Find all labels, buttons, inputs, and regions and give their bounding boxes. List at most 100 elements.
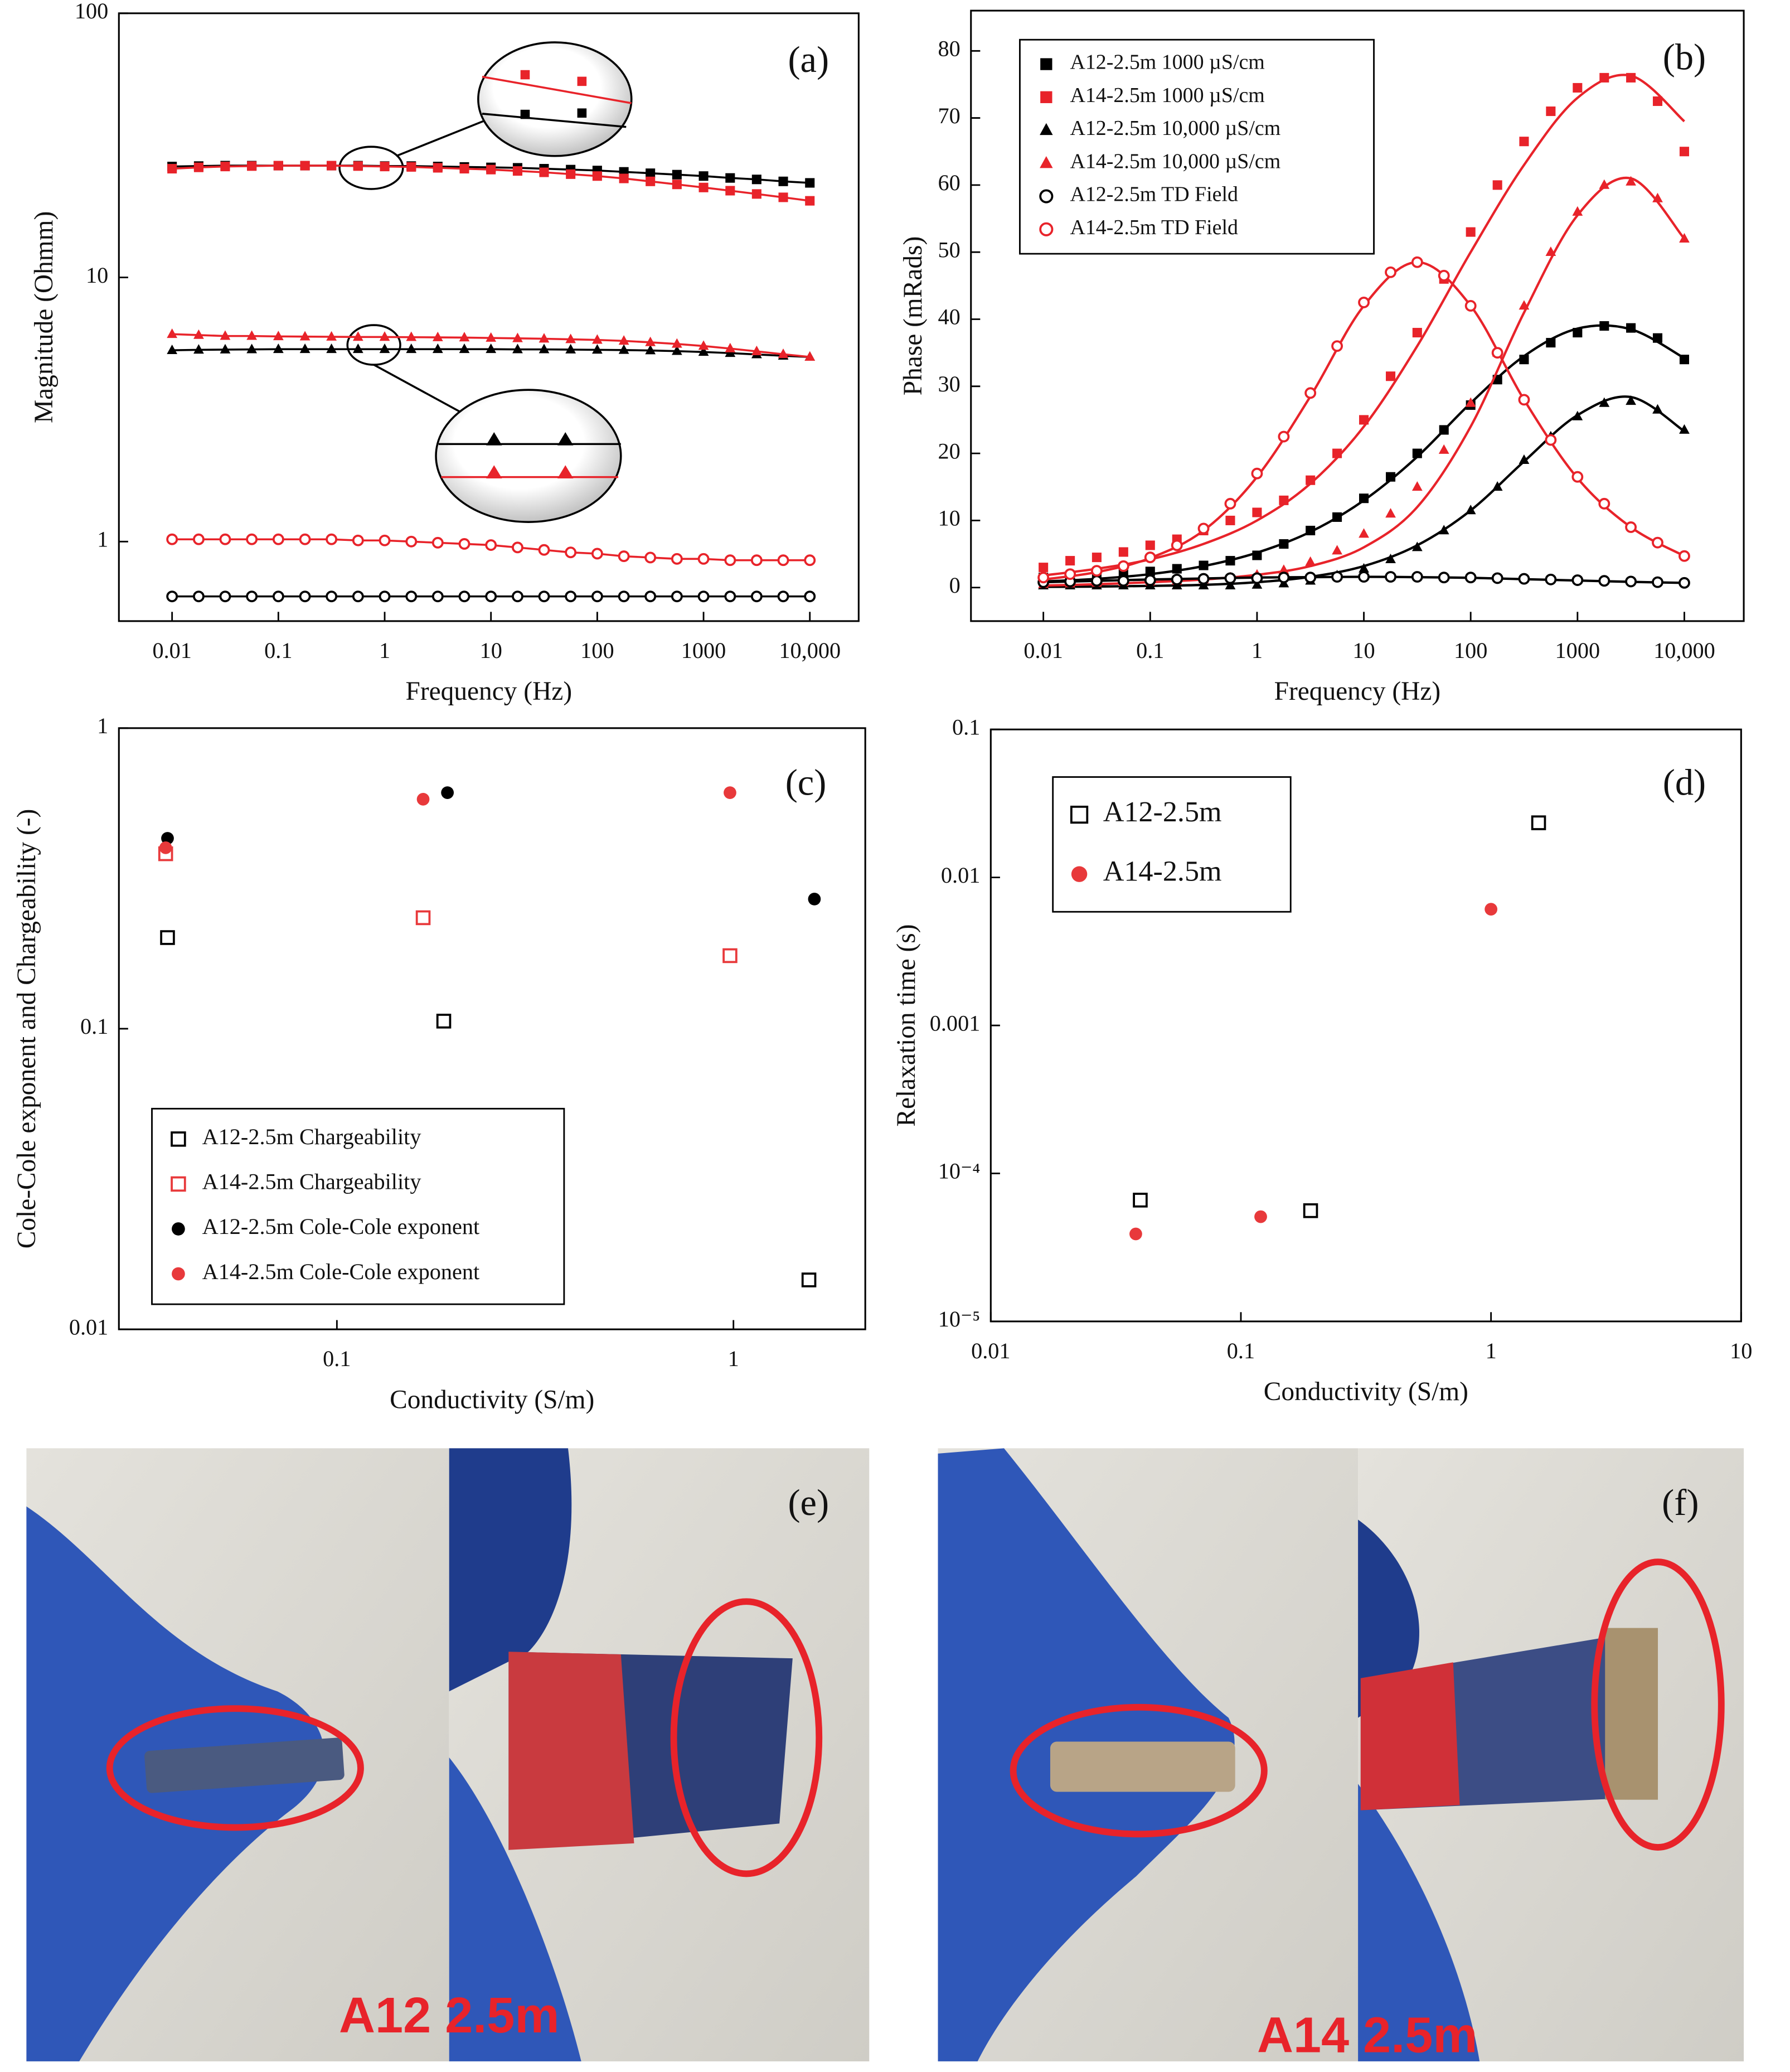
data-point (672, 180, 682, 190)
data-point (1573, 328, 1583, 338)
data-point (1279, 539, 1289, 549)
data-point (671, 338, 682, 348)
sample-tip (508, 1652, 634, 1850)
data-point (1332, 545, 1342, 555)
data-point (1385, 571, 1396, 583)
photo-f (938, 1448, 1744, 2061)
zoom-insets (338, 41, 633, 523)
y-tick-label: 20 (938, 438, 961, 463)
data-point (167, 344, 178, 355)
data-point (724, 786, 736, 799)
data-point (220, 343, 231, 354)
panel-tag: (d) (1663, 762, 1706, 803)
data-point (1466, 227, 1476, 237)
y-tick-label: 50 (938, 237, 961, 262)
data-point (591, 548, 603, 560)
data-point (1652, 404, 1663, 414)
data-point (1117, 575, 1129, 587)
data-point (566, 169, 576, 179)
legend-label: A12-2.5m Chargeability (202, 1124, 421, 1149)
callout-line (373, 364, 476, 422)
data-point (246, 590, 258, 603)
data-point (219, 533, 231, 545)
legend-label: A14-2.5m Cole-Cole exponent (202, 1259, 480, 1284)
y-tick-label: 10 (86, 263, 108, 288)
x-tick-label: 1 (379, 638, 390, 663)
data-point (1546, 338, 1556, 348)
data-point (591, 590, 603, 603)
data-point (1145, 567, 1155, 577)
data-point (1359, 493, 1369, 504)
y-tick-label: 1 (97, 527, 108, 552)
legend-box (1019, 38, 1375, 255)
data-point (1251, 572, 1263, 584)
data-point (1518, 573, 1530, 585)
legend-marker (1039, 189, 1054, 204)
legend-marker (1040, 123, 1053, 135)
data-point (1679, 577, 1690, 589)
data-point (432, 343, 443, 354)
data-point (458, 538, 470, 550)
zoom-fit (482, 113, 627, 128)
data-point (1278, 572, 1290, 584)
data-point (1599, 72, 1609, 83)
data-point (458, 590, 470, 603)
y-tick-label: 0.001 (930, 1010, 981, 1035)
legend-marker (1071, 866, 1088, 882)
data-point (1464, 300, 1477, 312)
data-point (166, 533, 178, 545)
data-point (1359, 528, 1369, 538)
data-point (1225, 556, 1235, 566)
data-point (1465, 397, 1476, 407)
zoom-marker (520, 109, 530, 119)
data-point (1492, 180, 1502, 190)
data-point (1145, 540, 1155, 550)
data-point (698, 346, 709, 356)
data-point (538, 590, 550, 603)
data-point (1546, 106, 1556, 117)
data-point (1144, 551, 1156, 564)
panel-tag: (e) (788, 1483, 829, 1523)
data-point (592, 171, 602, 181)
data-point (1491, 347, 1503, 359)
x-tick-label: 0.1 (1227, 1338, 1255, 1363)
y-tick-label: 60 (938, 170, 961, 195)
data-point (1411, 541, 1423, 551)
fit-curve (1043, 324, 1685, 583)
legend-marker (171, 1131, 186, 1147)
data-point (645, 345, 656, 355)
x-axis-label: Conductivity (S/m) (1264, 1377, 1468, 1406)
data-point (1385, 266, 1396, 278)
zoom-marker (520, 70, 530, 80)
data-point (1306, 525, 1316, 536)
x-tick-label: 10 (480, 638, 502, 663)
data-point (1545, 434, 1557, 446)
data-point (193, 162, 203, 172)
photo-e (26, 1448, 870, 2061)
data-point (1598, 497, 1610, 510)
data-point (512, 166, 522, 176)
data-point (1358, 571, 1370, 583)
y-tick-label: 70 (938, 103, 961, 128)
data-point (1252, 507, 1262, 517)
x-tick-label: 0.1 (264, 638, 292, 663)
data-point (1625, 521, 1637, 533)
legend-label: A12-2.5m (1103, 796, 1222, 828)
data-point (1358, 297, 1370, 308)
data-point (698, 171, 709, 181)
legend-marker (1040, 156, 1053, 168)
data-point (1652, 192, 1663, 202)
data-point (1225, 515, 1235, 525)
data-point (459, 343, 470, 354)
data-point (1197, 522, 1210, 535)
legend-box (1052, 776, 1292, 913)
data-point (1519, 300, 1530, 310)
data-point (618, 335, 629, 345)
data-point (326, 590, 338, 603)
data-point (432, 331, 443, 341)
data-point (299, 533, 311, 545)
data-point (379, 590, 391, 603)
x-tick-label: 0.01 (152, 638, 191, 663)
legend-marker (172, 1222, 185, 1236)
data-point (1359, 563, 1369, 573)
